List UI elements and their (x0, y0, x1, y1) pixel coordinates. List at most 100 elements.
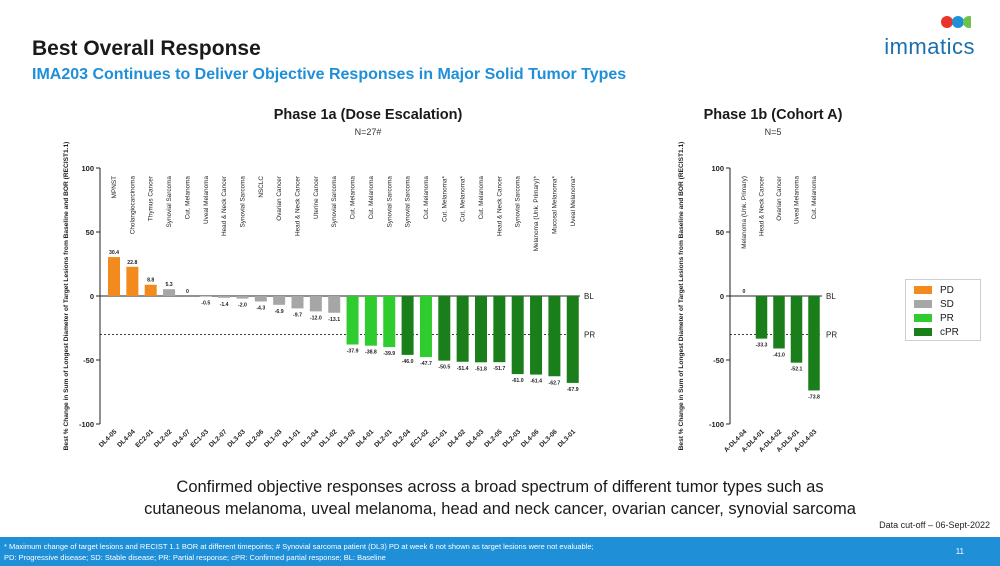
p1a-tumor-type-label: Uterine Cancer (313, 175, 320, 219)
p1b-y-tick-label: -100 (709, 420, 724, 429)
p1b-tumor-type-label: Melanoma (Unk. Primary) (741, 176, 748, 249)
p1a-bar (401, 296, 414, 355)
p1a-bar (163, 289, 176, 296)
data-cutoff-note: Data cut-off – 06-Sept-2022 (879, 520, 990, 530)
p1a-tumor-type-label: Thymus Cancer (148, 175, 155, 221)
legend-label-pr: PR (940, 313, 954, 324)
p1a-bar (566, 296, 579, 383)
p1a-data-label: -51.8 (475, 366, 487, 372)
p1a-data-label: -51.7 (493, 366, 505, 372)
p1a-tumor-type-label: Cut. Melanoma* (441, 175, 448, 221)
p1a-category-label: DL2-07 (208, 428, 229, 449)
p1b-y-tick-label: 50 (716, 228, 724, 237)
p1a-category-label: DL3-04 (300, 428, 321, 449)
p1a-bar (475, 296, 487, 363)
p1b-y-tick-label: -50 (713, 356, 724, 365)
p1b-data-label: -33.3 (756, 343, 768, 349)
p1a-chart-title: Phase 1a (Dose Escalation) (274, 107, 463, 123)
p1a-data-label: -2.0 (238, 303, 247, 309)
footer-line-2: PD: Progressive disease; SD: Stable dise… (4, 553, 386, 562)
p1a-data-label: 30.4 (109, 250, 119, 256)
p1a-bar (493, 296, 506, 363)
p1a-category-label: DL4-01 (355, 428, 376, 449)
p1a-bar (236, 296, 249, 299)
p1a-tumor-type-label: Cut. Melanoma (368, 176, 375, 220)
p1b-chart-n: N=5 (765, 127, 782, 137)
p1a-ref-label-bl: BL (584, 292, 594, 301)
p1b-data-label: -52.1 (791, 367, 803, 373)
p1a-category-label: DL2-06 (245, 428, 266, 449)
p1a-data-label: -39.9 (383, 351, 395, 357)
p1b-data-label: 0 (743, 289, 746, 295)
legend-item-sd: SD (914, 299, 954, 311)
p1a-bar (273, 296, 286, 305)
summary-line-2: cutaneous melanoma, uveal melanoma, head… (144, 500, 856, 518)
footer-notes: * Maximum change of target lesions and R… (4, 541, 594, 563)
p1a-bar (383, 296, 396, 348)
p1a-bar (511, 296, 524, 375)
p1a-data-label: -6.9 (275, 309, 284, 315)
p1a-tumor-type-label: Cut. Melanoma (350, 176, 357, 220)
logo-dots-icon (941, 16, 971, 28)
slide-title: Best Overall Response (32, 37, 261, 60)
p1a-category-label: DL2-04 (392, 428, 413, 449)
p1a-data-label: -12.0 (310, 315, 322, 321)
p1b-tumor-type-label: Ovarian Cancer (776, 175, 783, 221)
p1a-data-label: -1.4 (220, 302, 229, 308)
p1a-category-label: DL2-02 (153, 428, 174, 449)
p1a-bar (126, 266, 139, 296)
p1a-bar (548, 296, 561, 377)
p1a-tumor-type-label: Synovial Sarcoma (331, 176, 338, 228)
p1a-tumor-type-label: Synovial Sarcoma (405, 176, 412, 228)
p1a-data-label: -67.9 (567, 387, 579, 393)
p1a-data-label: 0 (186, 289, 189, 295)
p1a-y-tick-label: 100 (81, 164, 94, 173)
p1a-tumor-type-label: Synovial Sarcoma (386, 176, 393, 228)
p1a-bar (144, 284, 157, 296)
p1a-bar (328, 296, 341, 313)
p1a-data-label: -62.7 (548, 380, 560, 386)
legend-label-sd: SD (940, 299, 954, 310)
slide-subtitle: IMA203 Continues to Deliver Objective Re… (32, 66, 627, 83)
p1a-bar (254, 296, 267, 302)
p1a-y-tick-label: 50 (86, 228, 94, 237)
p1a-tumor-type-label: Head & Neck Cancer (496, 175, 503, 236)
p1a-tumor-type-label: Cut. Melanoma (423, 176, 430, 220)
p1a-tumor-type-label: Uveal Melanoma (203, 176, 210, 224)
p1a-data-label: -46.0 (402, 359, 414, 365)
p1a-category-label: EC1-03 (189, 428, 210, 449)
p1a-bar (309, 296, 322, 312)
p1a-tumor-type-label: Uveal Melanoma* (570, 176, 577, 227)
p1a-category-label: DL1-03 (263, 428, 284, 449)
p1b-data-label: -73.8 (808, 394, 820, 400)
p1a-data-label: -4.3 (256, 306, 265, 312)
p1a-tumor-type-label: Synovial Sarcoma (239, 176, 246, 228)
p1a-tumor-type-label: Head & Neck Cancer (295, 175, 302, 236)
p1a-tumor-type-label: Cholangiocarcinoma (129, 176, 136, 235)
p1a-tumor-type-label: Head & Neck Cancer (221, 175, 228, 236)
p1a-data-label: -38.8 (365, 350, 377, 356)
p1a-tumor-type-label: MPNST (111, 176, 118, 198)
p1a-y-tick-label: 0 (90, 292, 94, 301)
immatics-logo: immatics (865, 12, 983, 60)
p1a-data-label: -61.0 (512, 378, 524, 384)
p1a-data-label: -0.5 (201, 301, 210, 307)
p1a-bar (346, 296, 359, 345)
p1a-category-label: DL3-03 (226, 428, 247, 449)
p1a-data-label: -47.7 (420, 361, 432, 367)
p1a-category-label: DL3-06 (538, 428, 559, 449)
p1a-category-label: DL4-03 (465, 428, 486, 449)
p1a-category-label: EC1-01 (428, 428, 449, 449)
p1a-data-label: 22.8 (127, 260, 137, 266)
p1a-tumor-type-label: Synovial Sarcoma (515, 176, 522, 228)
p1a-tumor-type-label: Cut. Melanoma (478, 176, 485, 220)
p1a-ref-label-pr: PR (584, 330, 595, 339)
p1a-y-tick-label: -100 (79, 420, 94, 429)
p1b-y-tick-label: 100 (711, 164, 724, 173)
p1a-data-label: 5.3 (165, 282, 172, 288)
p1b-data-label: -41.0 (773, 352, 785, 358)
legend-swatch-sd (914, 300, 932, 309)
p1b-bar (808, 296, 820, 391)
response-waterfall-charts: Phase 1a (Dose Escalation) N=27# 100 50 0 -50… (63, 107, 843, 454)
legend-swatch-pd (914, 286, 932, 295)
